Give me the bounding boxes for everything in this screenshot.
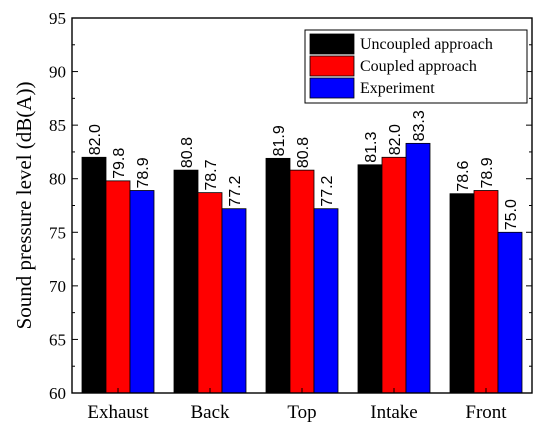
data-label: 78.9 <box>479 157 496 188</box>
x-ticks-group: Exhaust Back Top Intake Front <box>87 388 507 423</box>
bar-top-series-1 <box>289 169 315 394</box>
data-label: 82.0 <box>87 124 104 155</box>
bar-back-series-2 <box>221 208 247 394</box>
x-tick-label: Back <box>190 402 230 423</box>
bar-intake-series-2 <box>405 142 431 394</box>
y-tick-label: 70 <box>49 277 66 296</box>
data-label: 78.9 <box>135 157 152 188</box>
bar-top-series-2 <box>313 208 339 394</box>
bar-front-series-0 <box>449 193 475 394</box>
data-label: 80.8 <box>179 137 196 168</box>
legend-swatch-1 <box>309 55 355 77</box>
y-axis-label: Sound pressure level (dB(A)) <box>12 82 36 330</box>
y-tick-label: 80 <box>49 170 66 189</box>
bar-intake-series-0 <box>357 164 383 394</box>
y-tick-label: 60 <box>49 384 66 403</box>
data-label: 79.8 <box>111 148 128 179</box>
data-label: 78.7 <box>203 159 220 190</box>
legend-entry-label: Coupled approach <box>360 58 477 75</box>
bar-back-series-1 <box>197 192 223 394</box>
data-label: 81.9 <box>271 125 288 156</box>
y-tick-label: 90 <box>49 63 66 82</box>
bar-intake-series-1 <box>381 156 407 394</box>
bar-back-series-0 <box>173 169 199 394</box>
bar-exhaust-series-1 <box>105 180 131 394</box>
bar-front-series-1 <box>473 190 499 394</box>
x-tick-label: Intake <box>370 402 417 423</box>
legend-swatch-0 <box>309 33 355 55</box>
legend-entry-label: Experiment <box>360 80 435 97</box>
data-label: 81.3 <box>363 132 380 163</box>
y-tick-label: 75 <box>49 223 66 242</box>
data-label: 75.0 <box>503 199 520 230</box>
bar-exhaust-series-0 <box>81 156 107 394</box>
bar-top-series-0 <box>265 157 291 394</box>
data-label: 77.2 <box>319 175 336 206</box>
y-ticks-group: 60 65 70 75 80 85 90 95 <box>49 9 532 403</box>
y-tick-label: 65 <box>49 330 66 349</box>
legend: Uncoupled approach Coupled approach Experi… <box>304 29 528 104</box>
x-tick-label: Front <box>465 402 507 423</box>
y-tick-label: 95 <box>49 9 66 28</box>
data-labels-group: 82.0 79.8 78.9 80.8 78.7 77.2 81.9 80.8 77.2 81.3… <box>87 110 520 230</box>
x-tick-label: Top <box>287 402 316 423</box>
data-label: 83.3 <box>411 110 428 141</box>
bar-front-series-2 <box>497 231 523 394</box>
legend-entry-label: Uncoupled approach <box>360 36 493 53</box>
data-label: 77.2 <box>227 175 244 206</box>
data-label: 82.0 <box>387 124 404 155</box>
x-tick-label: Exhaust <box>87 402 149 423</box>
data-label: 80.8 <box>295 137 312 168</box>
bar-exhaust-series-2 <box>129 190 155 394</box>
data-label: 78.6 <box>455 160 472 191</box>
legend-swatch-2 <box>309 77 355 99</box>
bars-group <box>81 142 523 394</box>
y-tick-label: 85 <box>49 116 66 135</box>
